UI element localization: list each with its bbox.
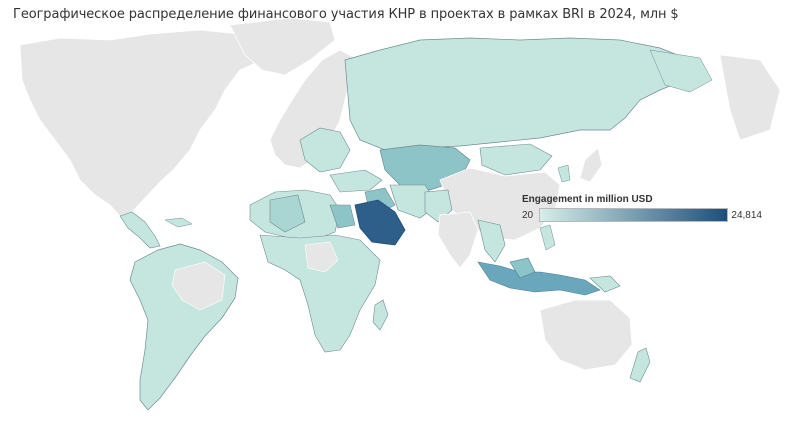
region-philippines — [539, 224, 556, 251]
region-australia — [539, 299, 633, 371]
region-egypt — [329, 204, 356, 229]
legend-max-label: 24,814 — [731, 209, 762, 221]
map-title: Географическое распределение финансового… — [13, 7, 679, 22]
region-turkey-caucasus — [329, 169, 383, 193]
legend-gradient-bar — [539, 208, 729, 222]
region-new-zealand — [629, 347, 651, 383]
region-algeria — [269, 194, 306, 233]
region-south-america-grey — [171, 261, 226, 311]
region-madagascar — [372, 299, 389, 331]
region-indonesia — [477, 261, 601, 296]
region-india — [437, 211, 479, 269]
region-korea — [557, 164, 571, 183]
region-japan — [579, 147, 603, 183]
map-legend: Engagement in million USD 20 24,814 — [522, 194, 762, 222]
legend-scale: 20 24,814 — [522, 208, 762, 222]
region-north-america — [19, 29, 271, 217]
region-caribbean — [164, 217, 193, 228]
region-saudi-arabia — [354, 199, 406, 246]
region-central-america — [119, 211, 161, 249]
legend-min-label: 20 — [522, 209, 534, 221]
region-southeast-asia — [477, 219, 506, 263]
region-central-africa-grey — [304, 241, 339, 273]
region-alaska-east — [719, 54, 781, 141]
region-papua — [589, 275, 621, 293]
legend-title: Engagement in million USD — [522, 194, 653, 205]
region-far-east — [649, 49, 713, 93]
region-sub-saharan-africa — [259, 234, 381, 353]
region-russia — [344, 37, 691, 151]
region-mongolia — [479, 143, 553, 176]
region-eastern-europe — [299, 127, 351, 173]
region-greenland — [229, 17, 336, 76]
region-borneo — [509, 257, 536, 279]
